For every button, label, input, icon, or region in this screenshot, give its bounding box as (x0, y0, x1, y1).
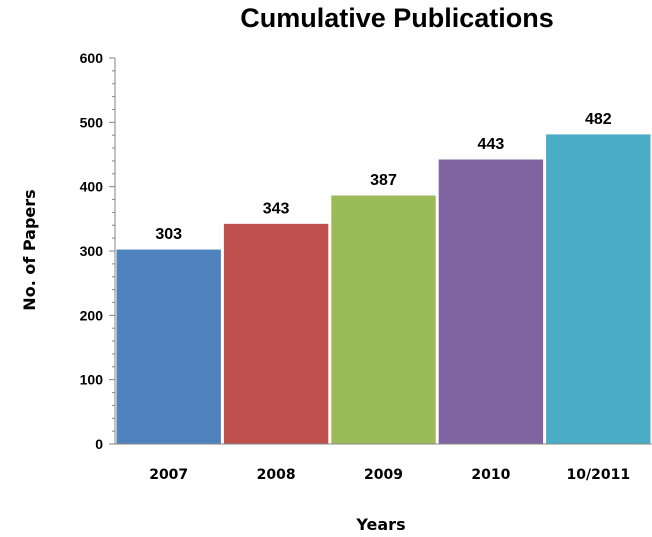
data-label: 303 (155, 226, 182, 243)
bar-2009 (330, 194, 437, 445)
x-tick-label: 10/2011 (567, 467, 631, 483)
y-tick-label: 0 (95, 436, 103, 452)
data-label: 387 (370, 172, 397, 189)
bar-2010 (437, 158, 545, 445)
y-tick-label: 500 (80, 114, 104, 130)
x-tick-label: 2009 (364, 467, 403, 483)
y-tick-label: 300 (80, 243, 104, 259)
data-label: 343 (263, 200, 290, 217)
bar-2008 (222, 222, 330, 445)
y-tick-label: 100 (80, 372, 104, 388)
x-tick-label: 2008 (257, 467, 296, 483)
data-label: 443 (478, 136, 505, 153)
data-label: 482 (585, 111, 612, 128)
y-tick-label: 400 (80, 179, 104, 195)
y-tick-label: 600 (80, 50, 104, 66)
bar-10-2011 (545, 133, 652, 445)
bar-2007 (115, 248, 222, 445)
y-axis-label: No. of Papers (20, 189, 39, 310)
x-tick-label: 2010 (471, 467, 510, 483)
x-tick-label: 2007 (149, 467, 188, 483)
chart-title: Cumulative Publications (240, 3, 554, 33)
x-axis-label: Years (355, 515, 405, 534)
y-tick-label: 200 (80, 307, 104, 323)
plot-area: 0 100 200 300 400 500 600 303 2007 343 2008 387 2009… (80, 50, 652, 483)
